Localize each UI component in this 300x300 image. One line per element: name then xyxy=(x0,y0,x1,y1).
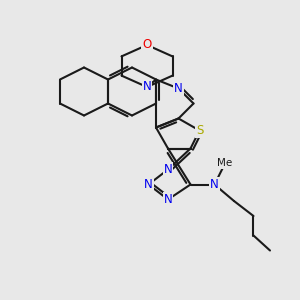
Text: O: O xyxy=(142,38,152,52)
Text: N: N xyxy=(142,80,152,94)
Text: N: N xyxy=(144,178,153,191)
Text: N: N xyxy=(174,82,183,95)
Text: N: N xyxy=(210,178,219,191)
Text: N: N xyxy=(164,163,172,176)
Text: N: N xyxy=(164,193,172,206)
Text: Me: Me xyxy=(218,158,232,169)
Text: S: S xyxy=(196,124,203,137)
